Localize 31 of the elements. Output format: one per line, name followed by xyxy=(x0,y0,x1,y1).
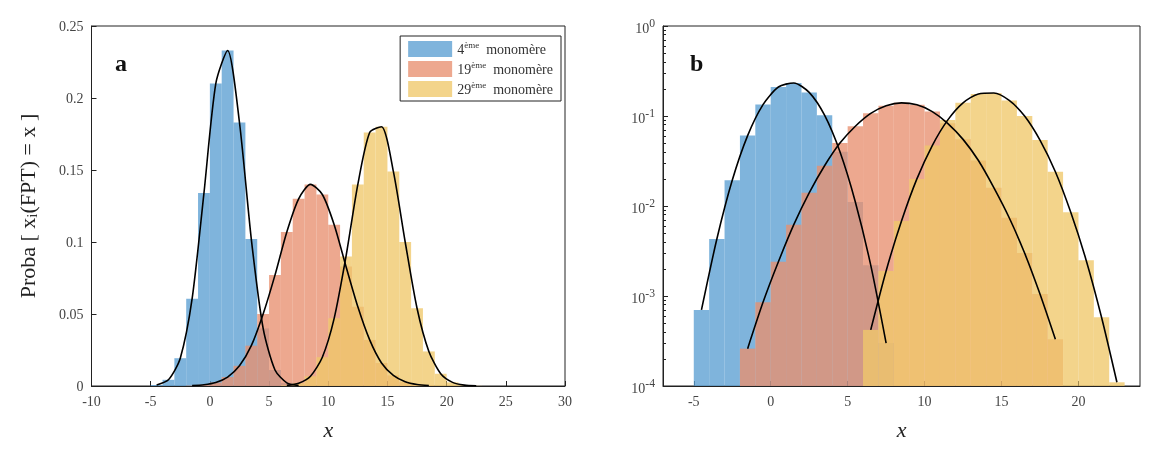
x-tick-label: 15 xyxy=(380,393,395,409)
text: b xyxy=(690,50,704,76)
y-tick-label: 0.05 xyxy=(59,306,84,322)
y-tick-label: 10$^{-4}$ xyxy=(631,377,655,396)
y-tick-label: 0.15 xyxy=(59,162,84,178)
y-axis-title: Proba [ xi(FPT) = x ] xyxy=(14,113,40,299)
y-tick-label: 10$^{-2}$ xyxy=(631,197,655,216)
x-tick-label: -5 xyxy=(687,393,700,409)
y-tick-label: 0.2 xyxy=(66,90,84,106)
x-tick-label: 25 xyxy=(498,393,513,409)
x-axis-title: x xyxy=(895,416,907,442)
x-tick-label: 0 xyxy=(206,393,214,409)
y-tick-label: 0 xyxy=(76,378,84,394)
text: a xyxy=(115,50,127,76)
x-tick-label: 5 xyxy=(844,393,852,409)
y-tick-label: 10$^{-3}$ xyxy=(631,287,655,306)
x-tick-label: -5 xyxy=(144,393,157,409)
y-tick-label: 0.25 xyxy=(59,18,84,34)
y-tick-label: 0.1 xyxy=(66,234,84,250)
x-tick-label: 15 xyxy=(994,393,1009,409)
x-tick-label: 0 xyxy=(767,393,775,409)
x-axis-title: x xyxy=(322,416,334,442)
x-tick-label: 10 xyxy=(321,393,336,409)
x-tick-label: 20 xyxy=(439,393,454,409)
x-tick-label: 5 xyxy=(265,393,273,409)
x-tick-label: 30 xyxy=(558,393,572,409)
x-tick-label: -10 xyxy=(82,393,101,409)
x-tick-label: 10 xyxy=(917,393,932,409)
y-tick-label: 10$^{0}$ xyxy=(635,17,655,36)
x-tick-label: 20 xyxy=(1071,393,1086,409)
y-tick-label: 10$^{-1}$ xyxy=(631,107,655,126)
